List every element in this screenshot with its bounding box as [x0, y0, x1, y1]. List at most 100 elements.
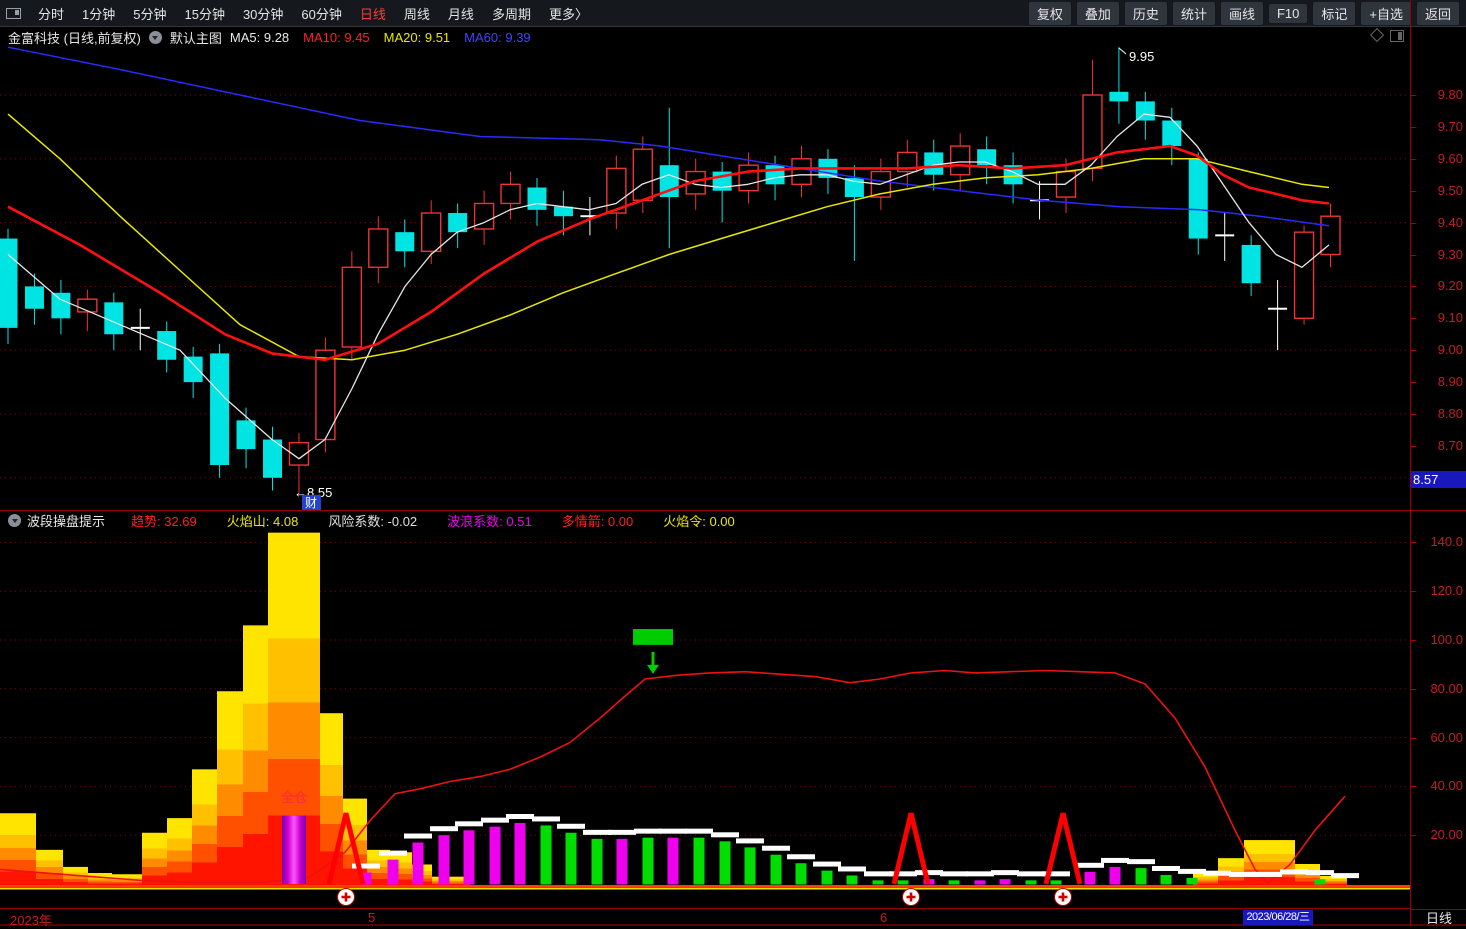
- panel-corner-icons: [1369, 27, 1404, 43]
- bar-cap: [1229, 871, 1257, 877]
- bar-cap: [915, 870, 943, 876]
- spike-signal: [326, 812, 366, 885]
- action-button-画线[interactable]: 画线: [1220, 1, 1263, 25]
- period-tabs: 分时 1分钟 5分钟 15分钟 30分钟 60分钟 日线 周线 月线 多周期 更多〉: [29, 4, 597, 23]
- ma-legend: MA5: 9.28 MA10: 9.45 MA20: 9.51 MA60: 9.39: [230, 30, 531, 45]
- candle-down: [1188, 158, 1208, 239]
- action-button-+自选[interactable]: +自选: [1361, 1, 1411, 25]
- period-tab-15分钟[interactable]: 15分钟: [184, 6, 225, 22]
- bar-cap: [1331, 873, 1359, 879]
- candle-down: [924, 152, 944, 175]
- candle-up: [341, 266, 363, 348]
- bar-cap: [1306, 870, 1334, 876]
- period-tab-1分钟[interactable]: 1分钟: [82, 6, 116, 22]
- bar-cap: [966, 871, 994, 877]
- indicator-bar: [387, 859, 399, 885]
- ma20-line: [7, 113, 1330, 361]
- period-tab-分时[interactable]: 分时: [38, 6, 65, 22]
- flag-badge[interactable]: [302, 495, 321, 510]
- ma5-line: [7, 113, 1330, 460]
- bar-cap: [352, 863, 380, 869]
- sell-signal-box: [633, 629, 673, 645]
- period-tab-多周期[interactable]: 多周期: [491, 6, 531, 22]
- split-panel-icon[interactable]: [1390, 30, 1404, 42]
- fire-mountain-column: [167, 818, 192, 886]
- action-button-统计[interactable]: 统计: [1172, 1, 1215, 25]
- candle-down: [553, 206, 573, 217]
- indicator-chart-canvas[interactable]: 全仓: [0, 511, 1410, 908]
- candle-down: [157, 331, 177, 360]
- action-button-历史[interactable]: 历史: [1124, 1, 1167, 25]
- period-tab-更多〉[interactable]: 更多〉: [548, 6, 588, 22]
- fire-mountain-column: [88, 873, 112, 886]
- price-axis-label: 8.80: [1437, 406, 1463, 421]
- indicator-title[interactable]: 波段操盘提示: [27, 514, 106, 529]
- candle-doji: [130, 326, 150, 329]
- candle-down: [24, 286, 44, 309]
- period-tab-5分钟[interactable]: 5分钟: [133, 6, 167, 22]
- period-corner-label[interactable]: 日线: [1411, 909, 1466, 927]
- bar-cap: [940, 871, 968, 877]
- window-icon[interactable]: [6, 7, 21, 19]
- axis-tick: [1411, 126, 1416, 128]
- chevron-down-icon[interactable]: [8, 514, 21, 527]
- indicator-bar: [1109, 866, 1121, 885]
- chevron-down-icon[interactable]: [148, 30, 162, 44]
- indicator-field: 火焰山: 4.08: [226, 514, 299, 529]
- down-arrow-icon: [647, 664, 659, 674]
- indicator-field: 趋势: 32.69: [131, 514, 197, 529]
- fire-mountain-column: [217, 691, 243, 886]
- candle-down: [1109, 91, 1129, 102]
- candle-down: [395, 232, 415, 252]
- fire-mountain-column: [432, 876, 470, 886]
- spike-signal: [1043, 812, 1083, 885]
- bar-cap: [608, 829, 636, 835]
- candle-down: [527, 187, 547, 210]
- diamond-icon[interactable]: [1369, 27, 1385, 43]
- axis-tick: [1411, 190, 1416, 192]
- action-button-复权[interactable]: 复权: [1028, 1, 1071, 25]
- candle-up: [421, 212, 442, 253]
- axis-tick: [1411, 835, 1416, 837]
- main-chart-canvas[interactable]: 9.95←8.55财: [0, 26, 1410, 511]
- indicator-bar: [642, 837, 654, 885]
- indicator-bar: [999, 879, 1011, 885]
- action-button-F10[interactable]: F10: [1268, 3, 1308, 23]
- candle-doji: [1268, 307, 1288, 310]
- indicator-bar: [463, 830, 475, 885]
- axis-tick: [1411, 286, 1416, 288]
- high-pointer: [1118, 47, 1127, 55]
- candle-up: [738, 164, 759, 192]
- axis-tick: [1411, 542, 1416, 544]
- price-axis-label: 8.90: [1437, 374, 1463, 390]
- action-button-标记[interactable]: 标记: [1313, 1, 1356, 25]
- bar-cap: [404, 833, 432, 839]
- action-button-叠加[interactable]: 叠加: [1076, 1, 1119, 25]
- candle-up: [368, 228, 389, 268]
- indicator-bar: [591, 838, 603, 885]
- indicator-field: 多情箭: 0.00: [561, 514, 634, 529]
- period-tab-周线[interactable]: 周线: [403, 6, 430, 22]
- period-tab-30分钟[interactable]: 30分钟: [242, 6, 284, 22]
- toolbar-actions: 复权 叠加 历史 统计 画线 F10 标记 +自选 返回: [1026, 1, 1462, 25]
- indicator-bar: [360, 872, 372, 885]
- indicator-bar: [1050, 880, 1062, 885]
- bar-cap: [1152, 865, 1180, 871]
- action-button-返回[interactable]: 返回: [1416, 1, 1459, 25]
- bar-cap: [455, 821, 483, 827]
- time-axis[interactable]: 2023年 2023/06/28/三 5 6: [0, 908, 1410, 928]
- period-tab-60分钟[interactable]: 60分钟: [301, 6, 342, 22]
- bar-cap: [991, 870, 1019, 876]
- indicator-bar: [489, 826, 501, 885]
- candle-up: [606, 167, 627, 214]
- candle-up: [1293, 231, 1315, 319]
- candle-doji: [580, 215, 600, 218]
- overlay-label[interactable]: 默认主图: [169, 30, 222, 46]
- period-tab-日线[interactable]: 日线: [359, 6, 386, 22]
- axis-min-badge: 8.57: [1411, 471, 1466, 488]
- candle-down: [1162, 120, 1182, 147]
- spike-signal: [891, 812, 931, 885]
- axis-tick: [1411, 591, 1416, 593]
- period-tab-月线[interactable]: 月线: [447, 6, 474, 22]
- axis-tick: [1411, 350, 1416, 352]
